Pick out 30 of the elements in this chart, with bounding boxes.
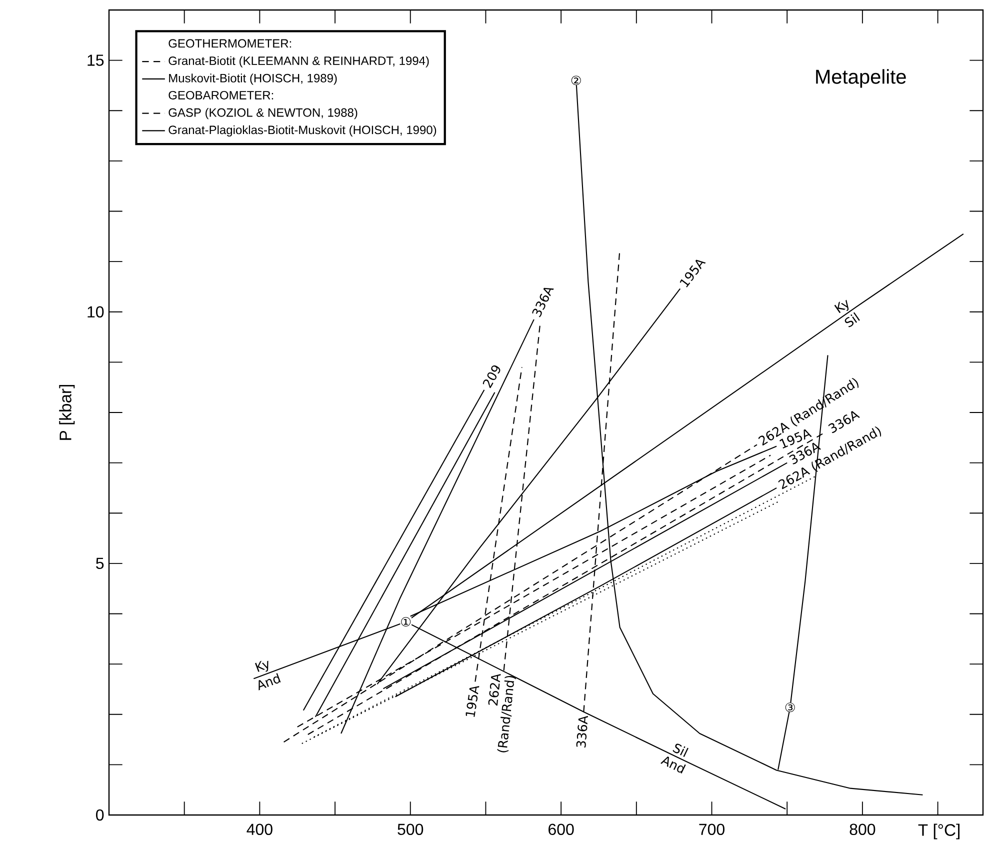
annotation: GEOBAROMETER: — [168, 90, 274, 100]
annotation: And — [258, 673, 281, 690]
annotation: GEOTHERMOMETER: — [168, 39, 292, 48]
x-tick-label: 600 — [548, 824, 574, 836]
annotation: 209 — [482, 365, 500, 388]
y-axis-title: P [kbar] — [59, 384, 75, 440]
annotation: Ky — [255, 660, 268, 672]
y-tick-label: 5 — [96, 558, 104, 570]
annotation: ③ — [785, 702, 795, 712]
annotation: Ky — [834, 300, 849, 314]
x-axis-title: T [°C] — [918, 824, 960, 840]
legend-label: Granat-Plagioklas-Biotit-Muskovit (HOISCH, 1990) — [168, 125, 436, 137]
annotation: ① — [401, 617, 411, 627]
x-tick-label: 700 — [699, 824, 724, 836]
x-tick-label: 400 — [246, 824, 272, 836]
annotation: 336A — [576, 716, 588, 748]
legend-label: Muskovit-Biotit (HOISCH, 1989) — [169, 74, 337, 85]
x-tick-label: 800 — [850, 824, 876, 836]
legend-label: GASP (KOZIOL & NEWTON, 1988) — [168, 108, 358, 120]
annotation: Sil — [844, 312, 860, 328]
y-tick-label: 15 — [88, 54, 104, 66]
annotation: 195A — [466, 686, 480, 717]
legend-label: Granat-Biotit (KLEEMANN & REINHARDT, 1994) — [168, 56, 429, 68]
y-tick-label: 10 — [88, 306, 104, 318]
annotation: And — [660, 756, 686, 774]
y-tick-label: 0 — [96, 809, 104, 821]
x-tick-label: 500 — [398, 824, 424, 836]
text: Metapelite — [816, 69, 906, 88]
annotation: Sil — [672, 744, 688, 757]
annotation: ② — [571, 76, 581, 86]
